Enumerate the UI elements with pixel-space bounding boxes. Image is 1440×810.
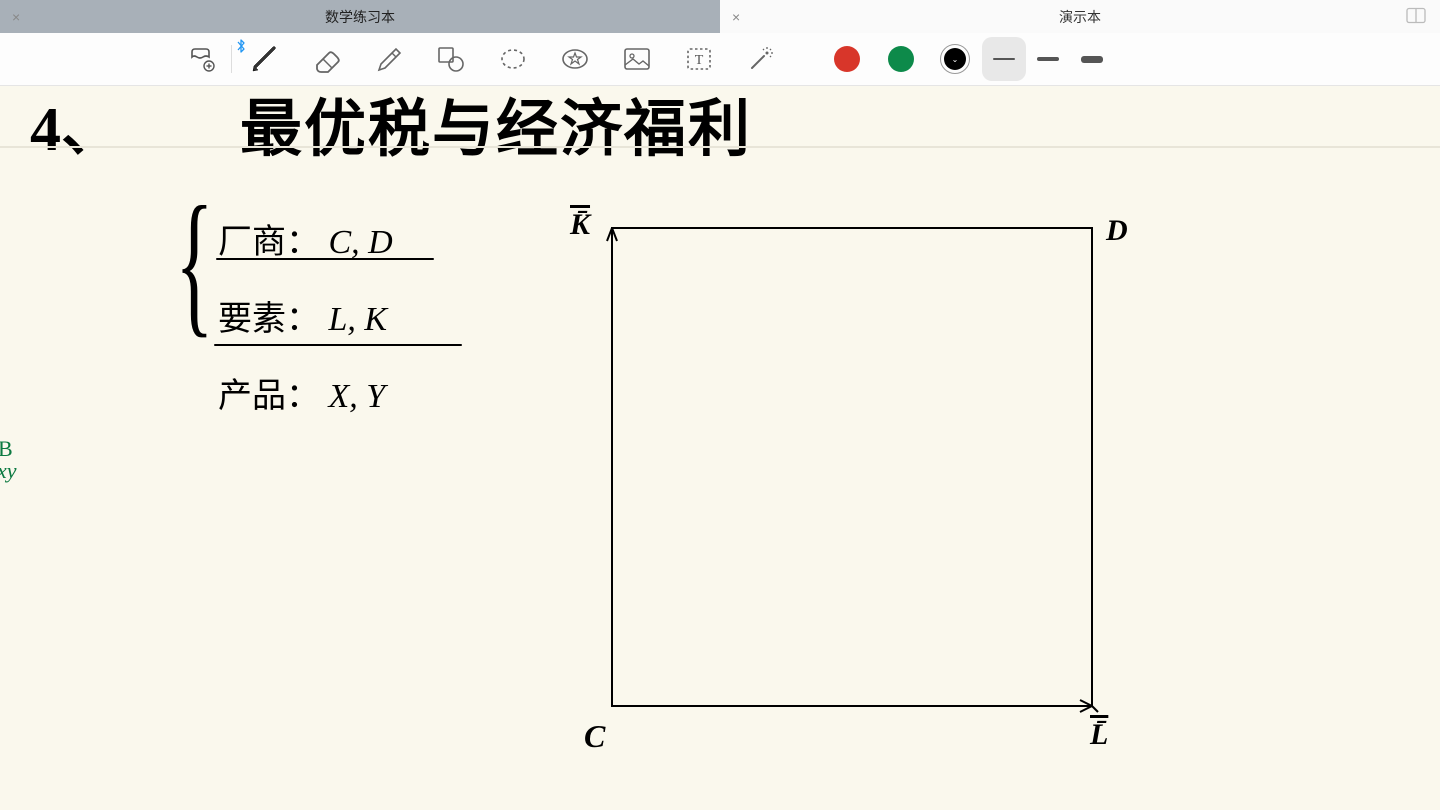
add-page-button[interactable] bbox=[175, 37, 229, 81]
tabs-bar: × 数学练习本 × 演示本 bbox=[0, 0, 1440, 33]
tab-math-notebook[interactable]: × 数学练习本 bbox=[0, 0, 720, 33]
split-view-icon[interactable] bbox=[1406, 7, 1426, 26]
close-icon[interactable]: × bbox=[732, 9, 740, 25]
image-tool[interactable] bbox=[606, 37, 668, 81]
label-k-bar: K̄ bbox=[570, 208, 590, 242]
shape-tool[interactable] bbox=[420, 37, 482, 81]
med-line-icon bbox=[1037, 57, 1059, 61]
bluetooth-icon bbox=[236, 39, 246, 56]
color-green[interactable] bbox=[874, 37, 928, 81]
canvas[interactable]: 4、 最优税与经济福利 { 厂商： C, D 要素： L, K 产品： X, Y… bbox=[0, 86, 1440, 810]
svg-text:T: T bbox=[695, 53, 704, 68]
tab-label: 数学练习本 bbox=[325, 7, 395, 27]
red-dot-icon bbox=[834, 46, 860, 72]
thin-line-icon bbox=[993, 58, 1015, 60]
tab-presentation[interactable]: × 演示本 bbox=[720, 0, 1440, 33]
stroke-medium[interactable] bbox=[1026, 37, 1070, 81]
tab-label: 演示本 bbox=[1059, 7, 1101, 27]
stroke-thick[interactable] bbox=[1070, 37, 1114, 81]
text-tool[interactable]: T bbox=[668, 37, 730, 81]
black-dot-selected-icon: ⌄ bbox=[940, 44, 970, 74]
divider bbox=[231, 45, 232, 73]
close-icon[interactable]: × bbox=[12, 9, 20, 25]
label-d: D bbox=[1106, 214, 1128, 248]
color-red[interactable] bbox=[820, 37, 874, 81]
highlighter-tool[interactable] bbox=[358, 37, 420, 81]
color-black[interactable]: ⌄ bbox=[928, 37, 982, 81]
label-l-bar: L̄ bbox=[1090, 718, 1108, 752]
thick-line-icon bbox=[1081, 56, 1103, 63]
laser-tool[interactable] bbox=[730, 37, 792, 81]
label-c: C bbox=[584, 718, 605, 755]
green-dot-icon bbox=[888, 46, 914, 72]
stroke-thin[interactable] bbox=[982, 37, 1026, 81]
lasso-tool[interactable] bbox=[482, 37, 544, 81]
stamp-tool[interactable] bbox=[544, 37, 606, 81]
pen-tool[interactable] bbox=[234, 37, 296, 81]
eraser-tool[interactable] bbox=[296, 37, 358, 81]
